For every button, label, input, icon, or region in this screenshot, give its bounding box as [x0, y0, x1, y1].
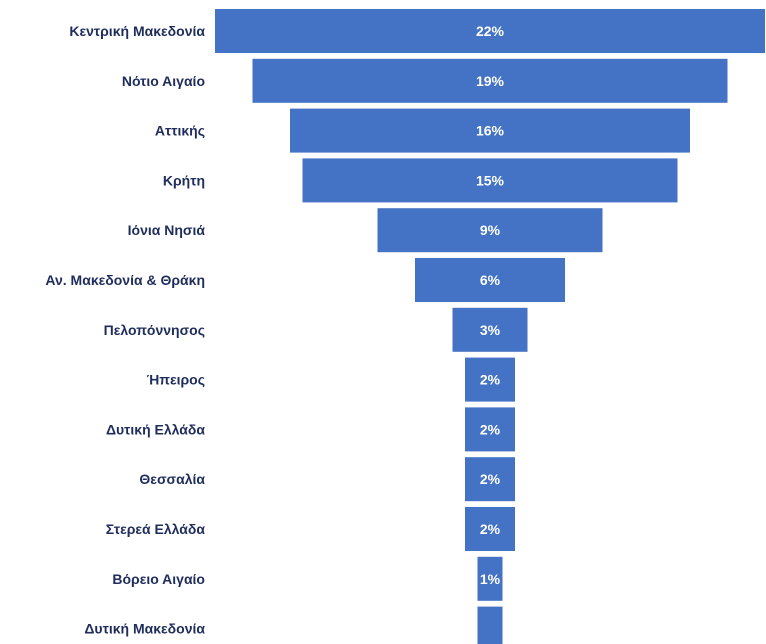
category-label: Αττικής — [155, 123, 205, 139]
data-label: 1% — [480, 571, 501, 587]
category-label: Κρήτη — [163, 172, 205, 188]
data-label: 16% — [476, 123, 505, 139]
category-label: Νότιο Αιγαίο — [122, 73, 205, 89]
category-label: Δυτική Μακεδονία — [84, 621, 205, 637]
data-label: 9% — [480, 222, 501, 238]
data-label: 6% — [480, 272, 501, 288]
data-label: 2% — [480, 421, 501, 437]
data-label: 2% — [480, 372, 501, 388]
category-label: Ήπειρος — [147, 372, 205, 388]
data-label: 3% — [480, 322, 501, 338]
data-label: 19% — [476, 73, 505, 89]
data-label: 15% — [476, 172, 505, 188]
data-label: 22% — [476, 23, 505, 39]
category-label: Πελοπόννησος — [104, 322, 205, 338]
category-label: Κεντρική Μακεδονία — [69, 23, 205, 39]
category-labels: Κεντρική Μακεδονία Νότιο Αιγαίο Αττικής Κρή… — [45, 23, 205, 637]
category-label: Ιόνια Νησιά — [128, 222, 206, 238]
category-label: Δυτική Ελλάδα — [106, 421, 205, 437]
category-label: Αν. Μακεδονία & Θράκη — [45, 272, 205, 288]
data-label: 2% — [480, 521, 501, 537]
category-label: Θεσσαλία — [139, 471, 205, 487]
funnel-bar — [478, 607, 503, 644]
category-label: Βόρειο Αιγαίο — [112, 571, 205, 587]
data-label: 2% — [480, 471, 501, 487]
value-labels: 22% 19% 16% 15% 9% 6% 3% 2% 2% 2% 2% 1% — [476, 23, 505, 587]
category-label: Στερεά Ελλάδα — [106, 521, 206, 537]
